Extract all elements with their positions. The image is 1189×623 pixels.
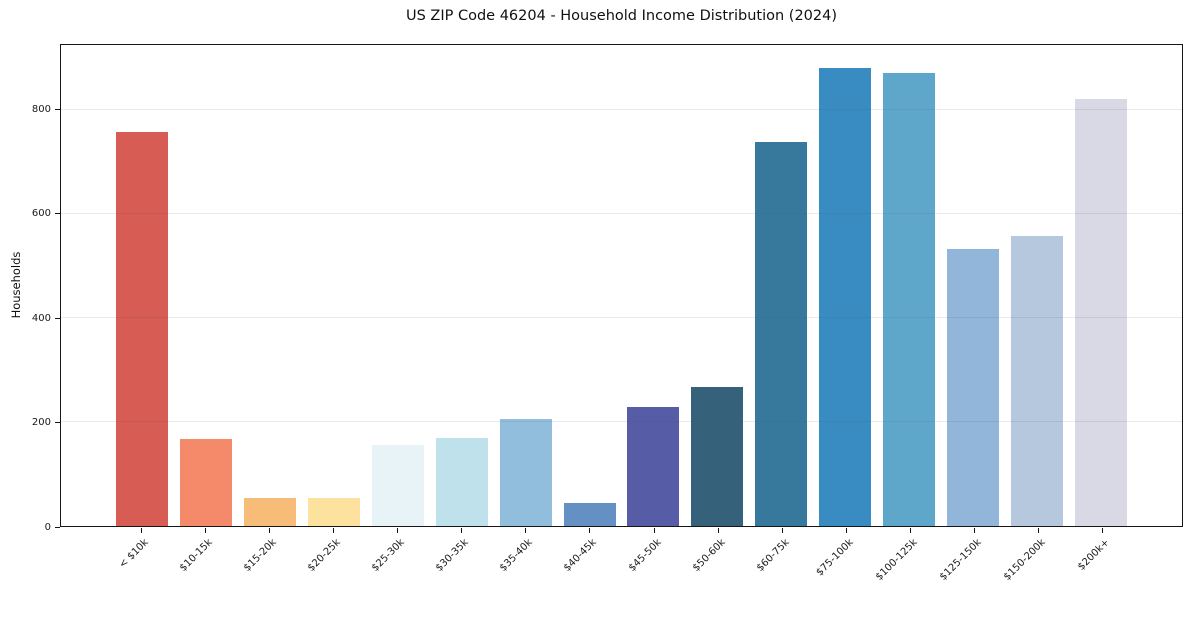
x-tick-mark: [1101, 528, 1103, 533]
y-tick-label: 400: [31, 312, 51, 324]
x-tick-mark: [589, 528, 591, 533]
bar-$35-40k: [499, 418, 552, 526]
bar-slot: [622, 45, 686, 526]
bar-chart-figure: US ZIP Code 46204 - Household Income Dis…: [9, 8, 1183, 583]
x-tick-mark: [1037, 528, 1039, 533]
bar-$15-20k: [243, 497, 296, 526]
bar-slot: [110, 45, 174, 526]
bar-$25-30k: [371, 445, 424, 526]
x-tick-mark: [973, 528, 975, 533]
bar-$150-200k: [1011, 235, 1064, 526]
y-tick-mark: [55, 108, 60, 110]
bar-$100-125k: [883, 73, 936, 526]
bar-slot: [685, 45, 749, 526]
bar-slot: [813, 45, 877, 526]
x-tick-mark: [909, 528, 911, 533]
bar-slot: [1069, 45, 1133, 526]
bar-slot: [366, 45, 430, 526]
x-tick-mark: [781, 528, 783, 533]
y-tick-mark: [55, 422, 60, 424]
bar-< $10k: [115, 131, 168, 526]
y-tick-mark: [55, 213, 60, 215]
bar-$45-50k: [627, 407, 680, 526]
y-tick-label: 0: [44, 522, 51, 533]
x-tick-mark: [141, 528, 143, 533]
y-axis-label: Households: [9, 251, 23, 319]
x-tick-mark: [333, 528, 335, 533]
bar-$125-150k: [947, 249, 1000, 526]
bar-slot: [174, 45, 238, 526]
plot-area: [60, 44, 1183, 527]
x-tick-mark: [269, 528, 271, 533]
y-tick-label: 800: [31, 103, 51, 115]
bar-slot: [494, 45, 558, 526]
x-tick-mark: [525, 528, 527, 533]
x-tick-mark: [717, 528, 719, 533]
y-tick-label: 600: [31, 208, 51, 220]
bar-$30-35k: [435, 438, 488, 526]
bar-$200k+: [1075, 99, 1128, 526]
y-tick-mark: [55, 317, 60, 319]
bar-$50-60k: [691, 387, 744, 526]
bar-slot: [430, 45, 494, 526]
x-tick-mark: [653, 528, 655, 533]
bar-$40-45k: [563, 503, 616, 526]
bar-slot: [877, 45, 941, 526]
bar-slot: [941, 45, 1005, 526]
y-tick-label: 200: [31, 417, 51, 429]
bar-$20-25k: [307, 497, 360, 526]
bar-slot: [749, 45, 813, 526]
y-tick-mark: [55, 527, 60, 528]
chart-title: US ZIP Code 46204 - Household Income Dis…: [405, 8, 838, 24]
x-tick-mark: [205, 528, 207, 533]
bar-slot: [302, 45, 366, 526]
bar-slot: [1005, 45, 1069, 526]
x-tick-mark: [397, 528, 399, 533]
x-tick-mark: [845, 528, 847, 533]
bar-slot: [558, 45, 622, 526]
bar-slot: [238, 45, 302, 526]
bar-$75-100k: [819, 67, 872, 526]
x-tick-mark: [461, 528, 463, 533]
bar-$60-75k: [755, 141, 808, 526]
bar-$10-15k: [179, 439, 232, 526]
bars-container: [61, 45, 1182, 526]
